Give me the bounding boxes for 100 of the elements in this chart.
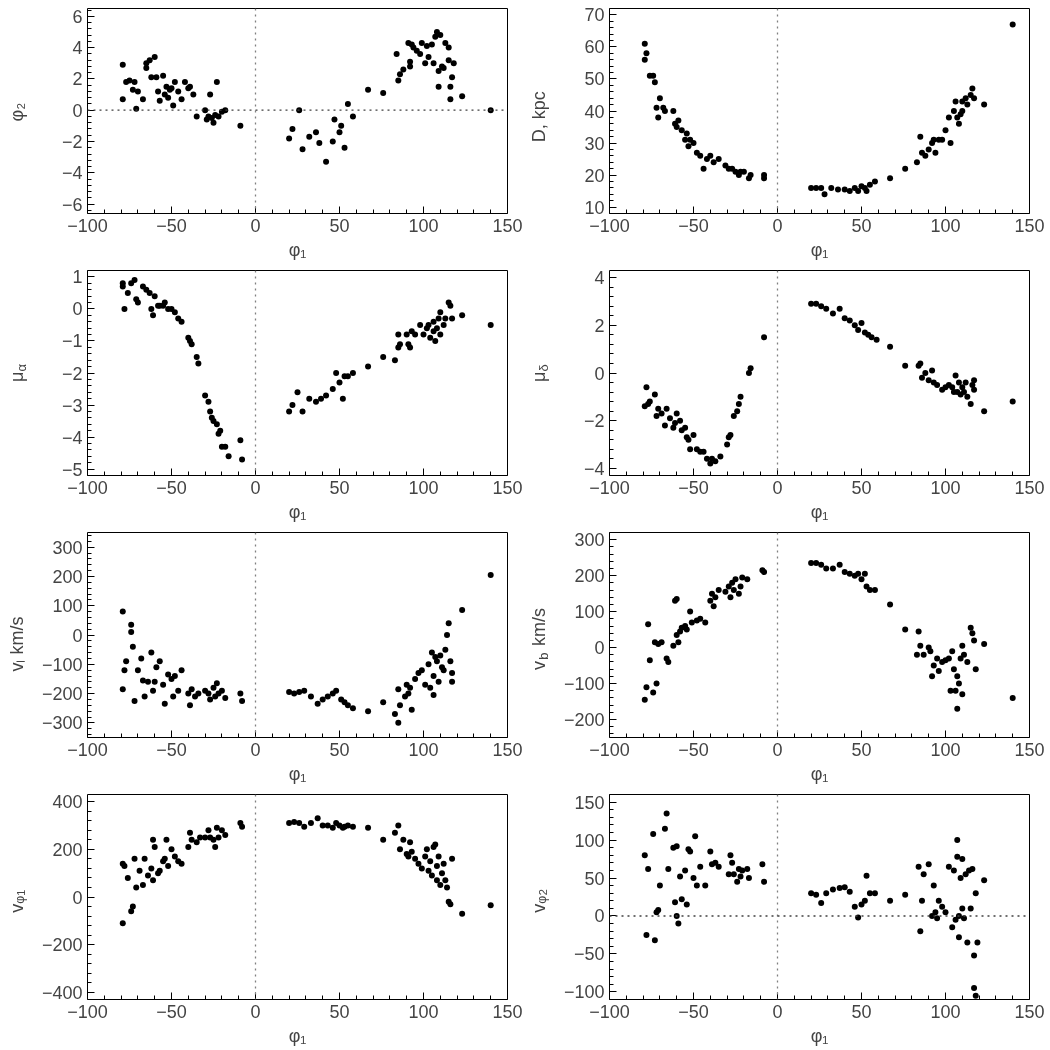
x-axis-title: φ₁ [288, 1025, 307, 1046]
y-tick-label: 300 [574, 530, 605, 551]
x-tick-label: −50 [678, 739, 709, 760]
y-tick-label: 100 [574, 830, 605, 851]
x-tick-label: 150 [1014, 215, 1045, 236]
y-tick-label: 20 [584, 165, 605, 186]
y-tick-label: −4 [61, 427, 83, 448]
y-tick-label: 30 [584, 133, 605, 154]
y-axis-title: μα [6, 363, 29, 382]
x-tick-label: 0 [772, 739, 783, 760]
y-tick-label: 40 [584, 101, 605, 122]
x-tick-label: 100 [930, 215, 961, 236]
y-tick-label: −4 [61, 163, 83, 184]
y-tick-label: 50 [584, 868, 605, 889]
x-axis-title: φ₁ [810, 763, 829, 784]
y-tick-label: 10 [584, 197, 605, 218]
x-tick-label: 0 [250, 1001, 261, 1022]
x-tick-label: 50 [851, 1001, 872, 1022]
y-tick-label: −2 [61, 363, 83, 384]
y-tick-label: −100 [41, 654, 83, 675]
y-axis-title: vb km/s [528, 608, 551, 671]
y-tick-label: 150 [574, 792, 605, 813]
x-tick-label: 0 [250, 477, 261, 498]
y-axis-title: φ₂ [6, 102, 27, 122]
x-tick-label: −50 [156, 1001, 187, 1022]
x-tick-label: 50 [329, 739, 350, 760]
y-tick-label: 0 [594, 638, 605, 659]
y-tick-label: 1 [72, 267, 83, 288]
x-tick-label: 50 [851, 477, 872, 498]
y-tick-label: 0 [72, 299, 83, 320]
x-tick-label: 50 [851, 215, 872, 236]
y-tick-label: 100 [574, 602, 605, 623]
x-tick-label: 100 [930, 477, 961, 498]
y-tick-label: 100 [52, 596, 83, 617]
y-tick-label: 0 [72, 625, 83, 646]
y-tick-label: 200 [52, 566, 83, 587]
x-tick-label: 100 [930, 1001, 961, 1022]
x-tick-label: 100 [408, 1001, 439, 1022]
x-tick-label: −50 [156, 477, 187, 498]
y-tick-label: −5 [61, 459, 83, 480]
x-tick-label: −50 [156, 215, 187, 236]
x-tick-label: −50 [156, 739, 187, 760]
y-tick-label: 200 [52, 839, 83, 860]
x-axis-title: φ₁ [810, 239, 829, 260]
x-tick-label: 50 [329, 477, 350, 498]
x-tick-label: 100 [408, 477, 439, 498]
y-axis-title: μδ [528, 364, 551, 382]
x-axis-title: φ₁ [288, 501, 307, 522]
y-tick-label: 300 [52, 537, 83, 558]
x-axis-title: φ₁ [288, 239, 307, 260]
y-tick-label: −50 [573, 944, 605, 965]
y-axis-title: vᵩ₁ [6, 889, 27, 913]
y-tick-label: 0 [72, 100, 83, 121]
y-tick-label: −300 [41, 713, 83, 734]
x-tick-label: 150 [492, 215, 523, 236]
y-tick-label: 0 [72, 887, 83, 908]
x-tick-label: 100 [930, 739, 961, 760]
y-tick-label: 60 [584, 37, 605, 58]
x-tick-label: 100 [408, 739, 439, 760]
x-tick-label: 150 [492, 1001, 523, 1022]
x-tick-label: 50 [851, 739, 872, 760]
y-tick-label: −200 [41, 684, 83, 705]
x-tick-label: −50 [678, 1001, 709, 1022]
x-tick-label: 0 [772, 215, 783, 236]
x-tick-label: 100 [408, 215, 439, 236]
y-tick-label: 200 [574, 566, 605, 587]
y-tick-label: −1 [61, 331, 83, 352]
y-tick-label: 0 [594, 363, 605, 384]
y-tick-label: 70 [584, 5, 605, 26]
y-tick-label: −3 [61, 395, 83, 416]
x-tick-label: 0 [772, 1001, 783, 1022]
y-tick-label: −4 [583, 458, 605, 479]
x-tick-label: 150 [492, 739, 523, 760]
x-tick-label: 150 [1014, 1001, 1045, 1022]
x-tick-label: 0 [250, 739, 261, 760]
y-tick-label: −6 [61, 194, 83, 215]
x-axis-title: φ₁ [810, 1025, 829, 1046]
y-tick-label: 0 [594, 906, 605, 927]
y-tick-label: 50 [584, 69, 605, 90]
y-tick-label: −100 [563, 982, 605, 1003]
y-axis-title: vₗ km/s [6, 616, 27, 672]
x-tick-label: 0 [250, 215, 261, 236]
x-tick-label: 150 [1014, 477, 1045, 498]
x-tick-label: 150 [492, 477, 523, 498]
y-tick-label: 2 [594, 315, 605, 336]
y-tick-label: −400 [41, 982, 83, 1003]
y-tick-label: 4 [72, 38, 83, 59]
y-axis-title: vᵩ₂ [528, 888, 549, 913]
x-tick-label: 50 [329, 1001, 350, 1022]
y-tick-label: −2 [61, 132, 83, 153]
y-tick-label: 2 [72, 69, 83, 90]
x-axis-title: φ₁ [288, 763, 307, 784]
y-tick-label: 400 [52, 792, 83, 813]
x-tick-label: 150 [1014, 739, 1045, 760]
x-tick-label: −50 [678, 215, 709, 236]
x-tick-label: 0 [772, 477, 783, 498]
x-tick-label: −50 [678, 477, 709, 498]
y-tick-label: −200 [563, 710, 605, 731]
x-tick-label: 50 [329, 215, 350, 236]
y-axis-title: D, kpc [528, 91, 549, 143]
